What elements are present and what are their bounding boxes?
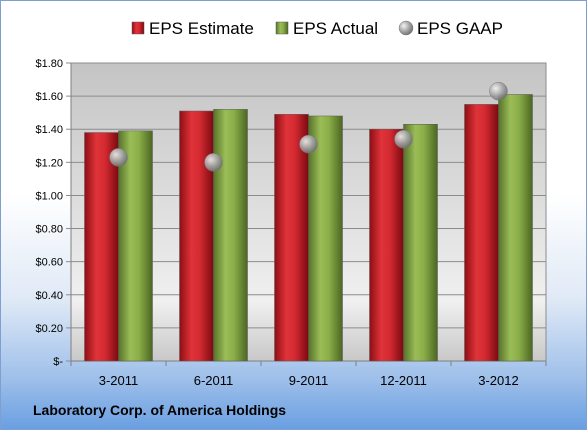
y-tick-label: $1.40: [35, 124, 63, 136]
bar-eps-actual: [498, 94, 533, 362]
bar-eps-actual: [308, 115, 343, 362]
bar-eps-estimate: [464, 104, 499, 362]
x-tick-label: 6-2011: [194, 373, 234, 388]
legend-label: EPS GAAP: [417, 19, 503, 38]
y-tick-label: $1.00: [35, 190, 63, 202]
bar-eps-estimate: [369, 128, 404, 362]
bar-eps-actual: [118, 130, 153, 362]
y-tick-label: $0.40: [35, 290, 63, 302]
bar-eps-estimate: [179, 110, 214, 362]
y-tick-label: $-: [53, 356, 63, 368]
y-tick-label: $1.80: [35, 58, 63, 70]
legend-swatch: [398, 20, 414, 36]
y-tick-label: $1.60: [35, 91, 63, 103]
legend-swatch: [275, 21, 289, 35]
point-eps-gaap: [109, 148, 128, 167]
legend-label: EPS Actual: [293, 19, 378, 38]
y-tick-label: $0.80: [35, 224, 63, 236]
y-tick-label: $0.20: [35, 323, 63, 335]
bar-eps-actual: [403, 124, 438, 362]
x-tick-label: 9-2011: [289, 373, 329, 388]
point-eps-gaap: [489, 81, 508, 101]
bar-eps-estimate: [84, 132, 119, 362]
company-name: Laboratory Corp. of America Holdings: [33, 402, 286, 418]
y-tick-label: $0.60: [35, 257, 63, 269]
point-eps-gaap: [299, 134, 318, 154]
bar-eps-actual: [213, 109, 248, 362]
bar-eps-estimate: [274, 114, 309, 362]
x-tick-label: 3-2011: [99, 373, 139, 388]
point-eps-gaap: [204, 153, 223, 172]
point-eps-gaap: [394, 129, 413, 149]
x-tick-label: 3-2012: [478, 373, 518, 388]
y-tick-label: $1.20: [35, 157, 63, 169]
legend-label: EPS Estimate: [149, 19, 254, 38]
legend-swatch: [131, 21, 145, 35]
x-tick-label: 12-2011: [380, 373, 427, 388]
